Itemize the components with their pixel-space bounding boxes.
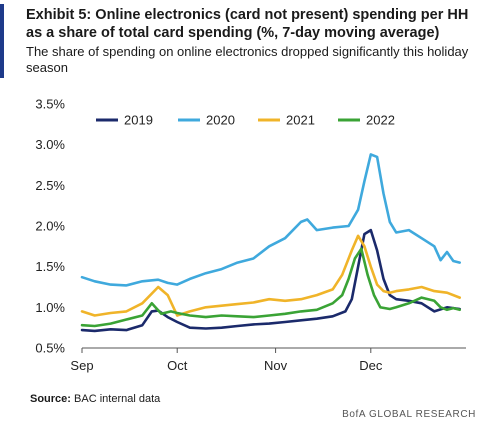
legend: 2019 2020 2021 2022 <box>96 113 395 128</box>
brand-logo-text: BofA GLOBAL RESEARCH <box>342 409 476 420</box>
x-tick-label: Dec <box>359 358 383 373</box>
y-tick-label: 2.5% <box>35 178 65 193</box>
legend-label-2020: 2020 <box>206 113 235 128</box>
y-axis: 0.5% 1.0% 1.5% 2.0% 2.5% 3.0% 3.5% <box>35 97 65 356</box>
y-tick-label: 1.0% <box>35 300 65 315</box>
series-line-2022 <box>80 247 462 328</box>
y-tick-label: 3.5% <box>35 97 65 112</box>
chart-subtitle: The share of spending on online electron… <box>26 44 469 75</box>
series-line-2019 <box>80 228 462 333</box>
series-line-2021 <box>80 234 462 317</box>
legend-label-2021: 2021 <box>286 113 315 128</box>
chart-title: Exhibit 5: Online electronics (card not … <box>26 7 469 41</box>
x-tick-label: Oct <box>167 358 188 373</box>
legend-label-2019: 2019 <box>124 113 153 128</box>
x-tick-label: Sep <box>70 358 93 373</box>
source-label: Source: <box>30 393 71 405</box>
accent-bar <box>0 4 4 78</box>
legend-label-2022: 2022 <box>366 113 395 128</box>
source-note: Source: BAC internal data <box>30 393 160 405</box>
x-axis: Sep Oct Nov Dec <box>70 347 466 373</box>
series-line-2020 <box>80 153 462 287</box>
x-tick-label: Nov <box>264 358 288 373</box>
source-text: BAC internal data <box>74 393 161 405</box>
series-lines <box>80 153 462 333</box>
y-tick-label: 2.0% <box>35 219 65 234</box>
y-tick-label: 1.5% <box>35 259 65 274</box>
y-tick-label: 0.5% <box>35 341 65 356</box>
y-tick-label: 3.0% <box>35 137 65 152</box>
